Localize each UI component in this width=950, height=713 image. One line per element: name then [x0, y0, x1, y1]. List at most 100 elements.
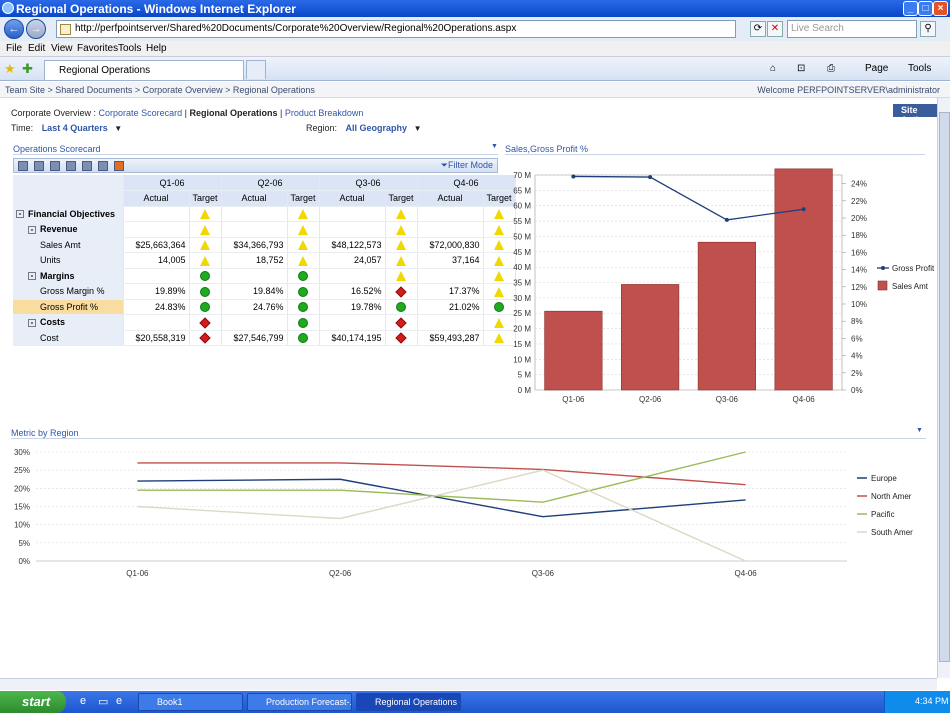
scroll-thumb[interactable]	[939, 112, 950, 662]
table-row[interactable]: - Financial Objectives	[13, 206, 516, 222]
nav-separator: |	[184, 108, 187, 118]
toolbar-refresh-icon[interactable]	[114, 161, 124, 171]
feeds-icon[interactable]: ⊡	[797, 63, 806, 74]
address-input[interactable]: http://perfpointserver/Shared%20Document…	[56, 20, 736, 38]
site-actions-button[interactable]: Site Actions	[893, 104, 939, 117]
target-cell	[189, 283, 222, 300]
back-button[interactable]: ←	[4, 19, 24, 39]
table-row[interactable]: Cost $20,558,319 $27,546,799 $40,174,195 $59…	[13, 330, 516, 346]
row-name-cell[interactable]: Gross Margin %	[13, 283, 124, 300]
table-row[interactable]: Units 14,005 18,752 24,057 37,164	[13, 252, 516, 269]
toolbar-sort-desc-icon[interactable]	[50, 161, 60, 171]
collapse-icon[interactable]: -	[28, 272, 36, 281]
green-circle-indicator-icon	[298, 333, 309, 344]
menu-favorites[interactable]: Favorites	[77, 43, 119, 54]
row-name-cell[interactable]: - Financial Objectives	[13, 206, 124, 222]
line-gross-profit[interactable]	[573, 175, 804, 221]
row-name-cell[interactable]: Units	[13, 252, 124, 269]
live-search-input[interactable]: Live Search	[787, 20, 917, 38]
quicklaunch-desktop-icon[interactable]: ▭	[98, 696, 109, 708]
home-icon[interactable]: ⌂	[770, 63, 777, 74]
scorecard-menu-icon[interactable]: ▼	[491, 143, 498, 150]
row-name-cell[interactable]: Gross Profit %	[13, 299, 124, 315]
search-icon[interactable]: ⚲	[920, 21, 936, 37]
legend-label: North Amer	[871, 492, 912, 501]
table-row[interactable]: - Margins	[13, 268, 516, 284]
point-gross-profit[interactable]	[571, 174, 576, 179]
menu-edit[interactable]: Edit	[28, 43, 46, 54]
x-tick-label: Q3-06	[532, 569, 555, 578]
line-pacific[interactable]	[137, 451, 746, 503]
toolbar-expand-icon[interactable]	[18, 161, 28, 171]
menu-tools[interactable]: Tools	[118, 43, 142, 54]
toolbar-export-icon[interactable]	[98, 161, 108, 171]
legend-label: Gross Profit %	[892, 264, 935, 273]
collapse-icon[interactable]: -	[16, 210, 24, 219]
collapse-icon[interactable]: -	[28, 225, 36, 234]
time-dropdown[interactable]: Last 4 Quarters	[41, 123, 108, 133]
bar-sales-amt[interactable]	[621, 284, 680, 391]
table-row[interactable]: - Costs	[13, 314, 516, 331]
actual-cell	[319, 221, 386, 238]
table-row[interactable]: Gross Profit % 24.83% 24.76% 19.78% 21.02%	[13, 299, 516, 315]
task-production-forecast[interactable]: Production Forecast-...	[247, 693, 352, 711]
line-north-amer[interactable]	[137, 462, 746, 486]
stop-button[interactable]: ✕	[767, 21, 783, 37]
actual-cell	[417, 206, 484, 222]
refresh-button[interactable]: ⟳	[750, 21, 766, 37]
vertical-scrollbar[interactable]	[937, 98, 950, 678]
task-book1[interactable]: Book1	[138, 693, 243, 711]
line-europe[interactable]	[137, 478, 746, 518]
tools-menu[interactable]: Tools	[908, 63, 932, 74]
print-icon[interactable]: ⎙	[827, 63, 835, 74]
point-gross-profit[interactable]	[801, 207, 806, 212]
quicklaunch-ie-icon[interactable]: e	[80, 695, 87, 707]
collapse-icon[interactable]: -	[28, 318, 36, 327]
toolbar-chart-icon[interactable]	[82, 161, 92, 171]
region-dropdown[interactable]: All Geography	[345, 123, 408, 133]
row-name-cell[interactable]: - Revenue	[13, 221, 124, 238]
bar-sales-amt[interactable]	[697, 241, 756, 391]
bar-sales-amt[interactable]	[544, 310, 603, 391]
line-south-amer[interactable]	[137, 469, 746, 562]
maximize-button[interactable]: □	[918, 1, 933, 16]
chevron-down-icon[interactable]: ▼	[114, 124, 123, 133]
row-name: Financial Objectives	[28, 208, 116, 219]
green-circle-indicator-icon	[298, 286, 309, 297]
welcome-menu[interactable]: Welcome PERFPOINTSERVER\administrator	[757, 85, 940, 95]
quicklaunch-ie2-icon[interactable]: e	[116, 695, 123, 707]
task-regional-operations[interactable]: Regional Operations -...	[356, 693, 461, 711]
breadcrumb[interactable]: Team Site > Shared Documents > Corporate…	[5, 85, 315, 95]
add-favorites-icon[interactable]: ✚	[22, 61, 33, 76]
forward-button[interactable]: →	[26, 19, 46, 39]
chevron-down-icon[interactable]: ▼	[413, 124, 422, 133]
row-name-cell[interactable]: - Costs	[13, 314, 124, 331]
row-name-cell[interactable]: - Margins	[13, 268, 124, 284]
filter-mode-button[interactable]: ⏷Filter Mode	[441, 160, 493, 171]
nav-corporate-scorecard[interactable]: Corporate Scorecard	[98, 108, 183, 118]
page-menu[interactable]: Page	[865, 63, 889, 74]
region-chart-menu-icon[interactable]: ▼	[916, 427, 923, 434]
menu-view[interactable]: View	[51, 43, 73, 54]
point-gross-profit[interactable]	[648, 175, 653, 180]
bar-sales-amt[interactable]	[774, 168, 833, 391]
horizontal-scrollbar[interactable]	[0, 678, 937, 690]
row-name-cell[interactable]: Cost	[13, 330, 124, 346]
close-button[interactable]: ×	[933, 1, 948, 16]
start-button[interactable]: start	[0, 691, 66, 713]
nav-product-breakdown[interactable]: Product Breakdown	[284, 108, 364, 118]
favorites-star-icon[interactable]: ★	[4, 61, 16, 76]
menu-help[interactable]: Help	[146, 43, 167, 54]
table-row[interactable]: Gross Margin % 19.89% 19.84% 16.52% 17.37%	[13, 283, 516, 300]
minimize-button[interactable]: _	[903, 1, 918, 16]
y-tick-label: 30%	[14, 448, 30, 457]
toolbar-sort-asc-icon[interactable]	[34, 161, 44, 171]
tab-regional-operations[interactable]: Regional Operations	[44, 60, 244, 80]
menu-file[interactable]: File	[6, 43, 23, 54]
row-name-cell[interactable]: Sales Amt	[13, 237, 124, 253]
table-row[interactable]: - Revenue	[13, 221, 516, 238]
point-gross-profit[interactable]	[724, 217, 729, 222]
toolbar-filter-icon[interactable]	[66, 161, 76, 171]
table-row[interactable]: Sales Amt $25,663,364 $34,366,793 $48,122,5…	[13, 237, 516, 253]
new-tab-button[interactable]	[246, 60, 266, 79]
